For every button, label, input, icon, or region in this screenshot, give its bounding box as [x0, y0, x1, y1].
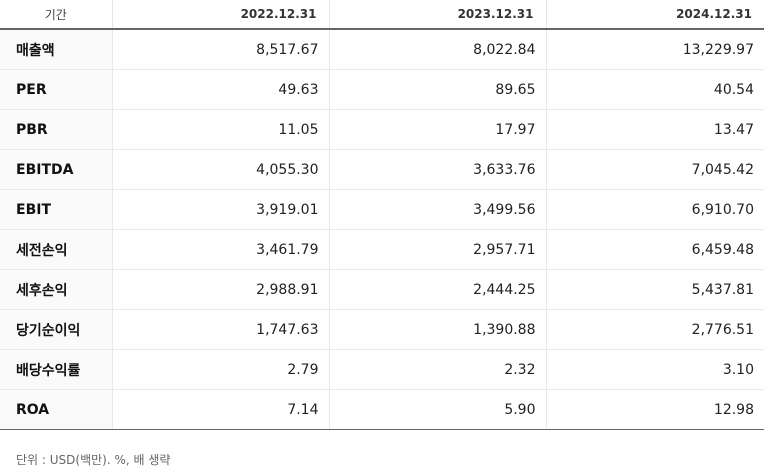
- table-cell: 2.79: [111, 349, 329, 390]
- table-cell: 2,988.91: [111, 269, 329, 310]
- table-row-roa: ROA 7.14 5.90 12.98: [0, 389, 764, 430]
- table-cell: 2.32: [328, 349, 546, 390]
- row-label: EBIT: [0, 189, 112, 230]
- table-cell: 13.47: [545, 109, 764, 150]
- column-header-period: 2023.12.31: [328, 0, 546, 30]
- table-row-dividend-yield: 배당수익률 2.79 2.32 3.10: [0, 349, 764, 390]
- table-row-pretax-income: 세전손익 3,461.79 2,957.71 6,459.48: [0, 229, 764, 270]
- table-cell: 3,461.79: [111, 229, 329, 270]
- table-cell: 49.63: [111, 69, 329, 110]
- table-row-after-tax-income: 세후손익 2,988.91 2,444.25 5,437.81: [0, 269, 764, 310]
- table-cell: 3,919.01: [111, 189, 329, 230]
- table-cell: 7.14: [111, 389, 329, 430]
- table-cell: 5.90: [328, 389, 546, 430]
- table-header-row: 기간 2022.12.31 2023.12.31 2024.12.31: [0, 0, 764, 30]
- period-header-label: 기간: [0, 0, 112, 30]
- table-cell: 6,910.70: [545, 189, 764, 230]
- table-cell: 7,045.42: [545, 149, 764, 190]
- table-cell: 3,633.76: [328, 149, 546, 190]
- table-cell: 2,444.25: [328, 269, 546, 310]
- table-cell: 17.97: [328, 109, 546, 150]
- table-cell: 5,437.81: [545, 269, 764, 310]
- column-header-period: 2024.12.31: [545, 0, 764, 30]
- table-row-pbr: PBR 11.05 17.97 13.47: [0, 109, 764, 150]
- table-cell: 4,055.30: [111, 149, 329, 190]
- table-cell: 40.54: [545, 69, 764, 110]
- table-cell: 6,459.48: [545, 229, 764, 270]
- table-cell: 1,747.63: [111, 309, 329, 350]
- row-label: EBITDA: [0, 149, 112, 190]
- table-cell: 2,776.51: [545, 309, 764, 350]
- financial-summary-table: 기간 2022.12.31 2023.12.31 2024.12.31 매출액 …: [0, 0, 764, 430]
- table-cell: 1,390.88: [328, 309, 546, 350]
- row-label: 세전손익: [0, 229, 112, 270]
- row-label: 배당수익률: [0, 349, 112, 390]
- table-cell: 3.10: [545, 349, 764, 390]
- column-header-period: 2022.12.31: [111, 0, 329, 30]
- table-row-ebitda: EBITDA 4,055.30 3,633.76 7,045.42: [0, 149, 764, 190]
- row-label: 매출액: [0, 29, 112, 70]
- table-row-per: PER 49.63 89.65 40.54: [0, 69, 764, 110]
- row-label: 세후손익: [0, 269, 112, 310]
- table-row-net-income: 당기순이익 1,747.63 1,390.88 2,776.51: [0, 309, 764, 350]
- table-cell: 12.98: [545, 389, 764, 430]
- table-cell: 3,499.56: [328, 189, 546, 230]
- table-cell: 2,957.71: [328, 229, 546, 270]
- table-cell: 8,022.84: [328, 29, 546, 70]
- table-cell: 8,517.67: [111, 29, 329, 70]
- table-row-revenue: 매출액 8,517.67 8,022.84 13,229.97: [0, 29, 764, 70]
- table-cell: 11.05: [111, 109, 329, 150]
- table-row-ebit: EBIT 3,919.01 3,499.56 6,910.70: [0, 189, 764, 230]
- table-cell: 13,229.97: [545, 29, 764, 70]
- row-label: PBR: [0, 109, 112, 150]
- row-label: 당기순이익: [0, 309, 112, 350]
- row-label: ROA: [0, 389, 112, 430]
- unit-footnote: 단위 : USD(백만). %, 배 생략: [16, 453, 171, 467]
- table-cell: 89.65: [328, 69, 546, 110]
- row-label: PER: [0, 69, 112, 110]
